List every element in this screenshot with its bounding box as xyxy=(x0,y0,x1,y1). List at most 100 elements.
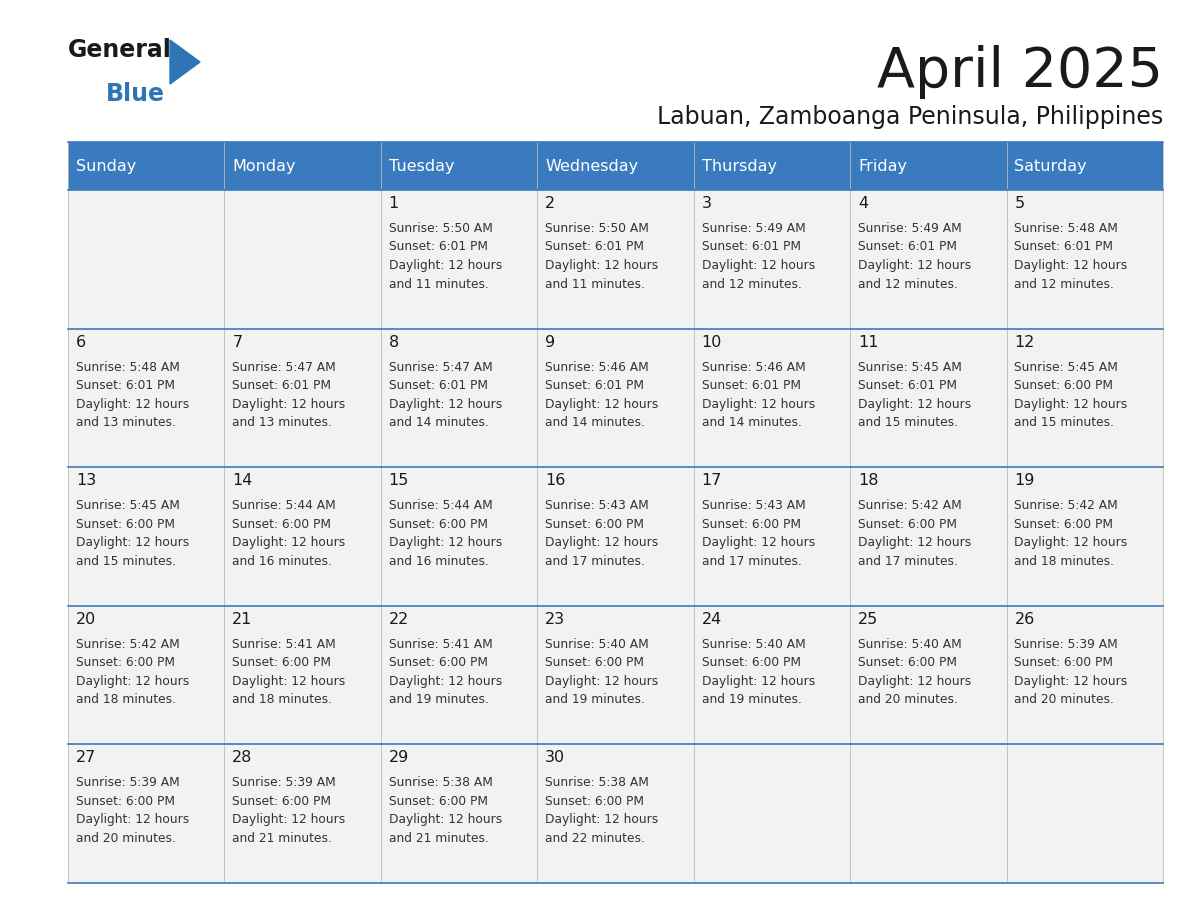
Bar xyxy=(1006,142,1163,190)
Text: 10: 10 xyxy=(702,334,722,350)
Text: Sunrise: 5:50 AM: Sunrise: 5:50 AM xyxy=(545,222,649,235)
Text: Sunset: 6:01 PM: Sunset: 6:01 PM xyxy=(232,379,331,392)
Text: Sunrise: 5:43 AM: Sunrise: 5:43 AM xyxy=(545,499,649,512)
Text: Sunrise: 5:40 AM: Sunrise: 5:40 AM xyxy=(702,638,805,651)
Text: 14: 14 xyxy=(232,473,253,488)
Text: 20: 20 xyxy=(76,611,96,627)
Text: and 14 minutes.: and 14 minutes. xyxy=(702,416,802,429)
Text: Sunrise: 5:46 AM: Sunrise: 5:46 AM xyxy=(545,361,649,374)
Text: 19: 19 xyxy=(1015,473,1035,488)
Text: General: General xyxy=(68,38,172,62)
Text: Sunset: 6:00 PM: Sunset: 6:00 PM xyxy=(232,518,331,531)
Text: Sunrise: 5:46 AM: Sunrise: 5:46 AM xyxy=(702,361,805,374)
Text: 15: 15 xyxy=(388,473,409,488)
Text: Daylight: 12 hours: Daylight: 12 hours xyxy=(545,397,658,410)
Bar xyxy=(381,606,537,744)
Text: Sunset: 6:00 PM: Sunset: 6:00 PM xyxy=(232,656,331,669)
Text: Sunset: 6:01 PM: Sunset: 6:01 PM xyxy=(545,379,644,392)
Bar xyxy=(694,190,851,329)
Text: Tuesday: Tuesday xyxy=(388,159,454,174)
Text: Sunrise: 5:39 AM: Sunrise: 5:39 AM xyxy=(232,777,336,789)
Text: Daylight: 12 hours: Daylight: 12 hours xyxy=(702,259,815,272)
Text: Daylight: 12 hours: Daylight: 12 hours xyxy=(388,259,501,272)
Text: Sunrise: 5:44 AM: Sunrise: 5:44 AM xyxy=(232,499,336,512)
Text: and 17 minutes.: and 17 minutes. xyxy=(545,554,645,567)
Text: Daylight: 12 hours: Daylight: 12 hours xyxy=(76,397,189,410)
Text: Daylight: 12 hours: Daylight: 12 hours xyxy=(702,536,815,549)
Text: 6: 6 xyxy=(76,334,86,350)
Text: and 19 minutes.: and 19 minutes. xyxy=(545,693,645,706)
Text: Daylight: 12 hours: Daylight: 12 hours xyxy=(388,397,501,410)
Text: 2: 2 xyxy=(545,196,555,211)
Text: and 21 minutes.: and 21 minutes. xyxy=(232,832,333,845)
Text: Daylight: 12 hours: Daylight: 12 hours xyxy=(858,675,972,688)
Bar xyxy=(537,329,694,467)
Text: Friday: Friday xyxy=(858,159,906,174)
Text: Saturday: Saturday xyxy=(1015,159,1087,174)
Text: Sunrise: 5:50 AM: Sunrise: 5:50 AM xyxy=(388,222,493,235)
Bar xyxy=(694,744,851,883)
Text: 1: 1 xyxy=(388,196,399,211)
Bar xyxy=(381,744,537,883)
Bar xyxy=(537,190,694,329)
Text: Sunset: 6:01 PM: Sunset: 6:01 PM xyxy=(76,379,175,392)
Bar xyxy=(1006,606,1163,744)
Text: 18: 18 xyxy=(858,473,878,488)
Bar xyxy=(381,190,537,329)
Text: 27: 27 xyxy=(76,750,96,766)
Text: Daylight: 12 hours: Daylight: 12 hours xyxy=(388,813,501,826)
Text: 5: 5 xyxy=(1015,196,1024,211)
Bar xyxy=(1006,467,1163,606)
Text: Daylight: 12 hours: Daylight: 12 hours xyxy=(702,675,815,688)
Text: and 11 minutes.: and 11 minutes. xyxy=(545,277,645,290)
Bar xyxy=(694,142,851,190)
Bar xyxy=(225,142,381,190)
Text: and 16 minutes.: and 16 minutes. xyxy=(388,554,488,567)
Text: Sunrise: 5:49 AM: Sunrise: 5:49 AM xyxy=(702,222,805,235)
Text: Daylight: 12 hours: Daylight: 12 hours xyxy=(76,536,189,549)
Text: and 16 minutes.: and 16 minutes. xyxy=(232,554,333,567)
Text: Sunrise: 5:45 AM: Sunrise: 5:45 AM xyxy=(858,361,962,374)
Text: Sunrise: 5:48 AM: Sunrise: 5:48 AM xyxy=(1015,222,1118,235)
Bar xyxy=(381,467,537,606)
Text: Daylight: 12 hours: Daylight: 12 hours xyxy=(232,536,346,549)
Text: Sunrise: 5:39 AM: Sunrise: 5:39 AM xyxy=(1015,638,1118,651)
Text: and 11 minutes.: and 11 minutes. xyxy=(388,277,488,290)
Text: and 18 minutes.: and 18 minutes. xyxy=(1015,554,1114,567)
Text: 9: 9 xyxy=(545,334,555,350)
Text: Sunset: 6:00 PM: Sunset: 6:00 PM xyxy=(702,656,801,669)
Text: 24: 24 xyxy=(702,611,722,627)
Text: Daylight: 12 hours: Daylight: 12 hours xyxy=(702,397,815,410)
Bar xyxy=(68,467,225,606)
Text: and 13 minutes.: and 13 minutes. xyxy=(76,416,176,429)
Text: Sunrise: 5:41 AM: Sunrise: 5:41 AM xyxy=(388,638,493,651)
Text: Sunday: Sunday xyxy=(76,159,137,174)
Text: and 15 minutes.: and 15 minutes. xyxy=(1015,416,1114,429)
Text: Sunrise: 5:40 AM: Sunrise: 5:40 AM xyxy=(545,638,649,651)
Text: Daylight: 12 hours: Daylight: 12 hours xyxy=(1015,536,1127,549)
Bar xyxy=(851,467,1006,606)
Text: 4: 4 xyxy=(858,196,868,211)
Text: and 15 minutes.: and 15 minutes. xyxy=(76,554,176,567)
Text: and 20 minutes.: and 20 minutes. xyxy=(1015,693,1114,706)
Text: 12: 12 xyxy=(1015,334,1035,350)
Bar xyxy=(225,744,381,883)
Text: and 18 minutes.: and 18 minutes. xyxy=(76,693,176,706)
Text: 11: 11 xyxy=(858,334,878,350)
Text: and 13 minutes.: and 13 minutes. xyxy=(232,416,333,429)
Text: 26: 26 xyxy=(1015,611,1035,627)
Text: Sunset: 6:01 PM: Sunset: 6:01 PM xyxy=(858,379,958,392)
Text: Sunset: 6:00 PM: Sunset: 6:00 PM xyxy=(858,518,958,531)
Text: Thursday: Thursday xyxy=(702,159,777,174)
Text: and 19 minutes.: and 19 minutes. xyxy=(388,693,488,706)
Text: 21: 21 xyxy=(232,611,253,627)
Bar xyxy=(225,329,381,467)
Bar xyxy=(851,744,1006,883)
Text: Sunset: 6:01 PM: Sunset: 6:01 PM xyxy=(1015,241,1113,253)
Text: Daylight: 12 hours: Daylight: 12 hours xyxy=(858,259,972,272)
Text: and 15 minutes.: and 15 minutes. xyxy=(858,416,958,429)
Text: Sunset: 6:01 PM: Sunset: 6:01 PM xyxy=(702,241,801,253)
Text: Daylight: 12 hours: Daylight: 12 hours xyxy=(858,536,972,549)
Polygon shape xyxy=(170,40,200,84)
Text: Sunset: 6:00 PM: Sunset: 6:00 PM xyxy=(388,795,488,808)
